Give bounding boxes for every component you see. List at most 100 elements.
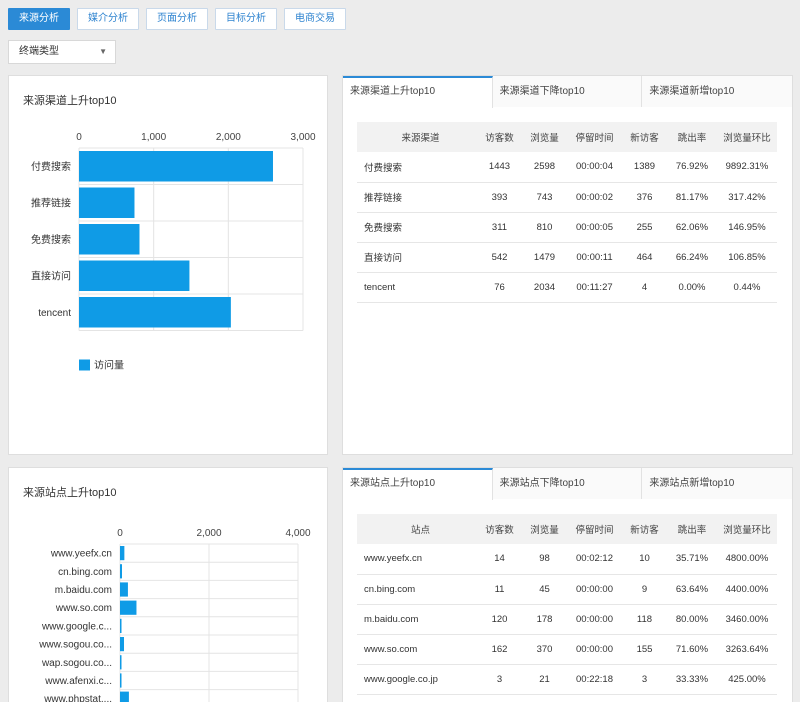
tab-channel-rise[interactable]: 来源渠道上升top10 xyxy=(343,76,493,108)
table-cell: 63.64% xyxy=(667,574,717,605)
channel-chart-panel: 来源渠道上升top10 0 1,000 2,000 3,000 付费搜索 推荐链接 免费搜索… xyxy=(8,75,328,455)
bar[interactable] xyxy=(120,582,128,597)
table-row[interactable]: 直接访问 542 1479 00:00:11 464 66.24% 106.85% xyxy=(357,242,777,273)
column-header[interactable]: 站点 xyxy=(357,514,477,544)
column-header[interactable]: 停留时间 xyxy=(567,122,622,152)
table-cell: 35.71% xyxy=(667,544,717,575)
table-row[interactable]: www.so.com 162 370 00:00:00 155 71.60% 3263.64… xyxy=(357,634,777,665)
tab-site-new[interactable]: 来源站点新增top10 xyxy=(642,468,793,499)
table-cell: 81.17% xyxy=(667,182,717,213)
table-cell: 00:22:18 xyxy=(567,664,622,695)
category-label: www.afenxi.c... xyxy=(44,676,112,687)
tab-source-analysis[interactable]: 来源分析 xyxy=(8,8,70,30)
table-cell: 71.60% xyxy=(667,634,717,665)
table-header-row: 来源渠道 访客数 浏览量 停留时间 新访客 跳出率 浏览量环比 xyxy=(357,122,777,152)
table-row[interactable]: m.baidu.com 120 178 00:00:00 118 80.00% 3460.0… xyxy=(357,604,777,635)
category-label: www.yeefx.cn xyxy=(50,549,112,560)
tab-goal-analysis[interactable]: 目标分析 xyxy=(215,8,277,30)
bar[interactable] xyxy=(120,600,137,615)
table-cell: 00:00:02 xyxy=(567,182,622,213)
bar[interactable] xyxy=(120,564,123,579)
bar[interactable] xyxy=(79,297,231,328)
bar[interactable] xyxy=(120,546,125,561)
table-cell: 393 xyxy=(477,182,522,213)
column-header[interactable]: 来源渠道 xyxy=(357,122,477,152)
x-tick-label: 1,000 xyxy=(141,132,166,143)
table-cell: 2034 xyxy=(522,272,567,303)
site-tabbar: 来源站点上升top10 来源站点下降top10 来源站点新增top10 xyxy=(343,468,793,500)
table-cell: 00:00:11 xyxy=(567,242,622,273)
table-cell: 00:00:00 xyxy=(567,604,622,635)
x-tick-label: 4,000 xyxy=(285,528,310,539)
column-header[interactable]: 跳出率 xyxy=(667,514,717,544)
table-row[interactable]: 免费搜索 311 810 00:00:05 255 62.06% 146.95% xyxy=(357,212,777,243)
site-chart-panel: 来源站点上升top10 0 2,000 4,000 www.yeefx.cn cn.bi… xyxy=(8,467,328,702)
table-cell: 118 xyxy=(622,604,667,635)
column-header[interactable]: 浏览量 xyxy=(522,514,567,544)
category-label: tencent xyxy=(38,308,71,319)
select-value: 终端类型 xyxy=(19,46,59,57)
tab-page-analysis[interactable]: 页面分析 xyxy=(146,8,208,30)
table-row[interactable]: tencent 76 2034 00:11:27 4 0.00% 0.44% xyxy=(357,272,777,303)
table-cell: 66.24% xyxy=(667,242,717,273)
table-cell: 免费搜索 xyxy=(357,212,477,243)
tab-ecommerce[interactable]: 电商交易 xyxy=(284,8,346,30)
tab-site-rise[interactable]: 来源站点上升top10 xyxy=(343,468,493,500)
column-header[interactable]: 浏览量环比 xyxy=(717,514,777,544)
x-tick-label: 2,000 xyxy=(216,132,241,143)
table-cell: 3263.64% xyxy=(717,634,777,665)
table-cell: 542 xyxy=(477,242,522,273)
bar[interactable] xyxy=(79,187,135,219)
bar[interactable] xyxy=(79,260,190,292)
legend-label: 访问量 xyxy=(94,359,124,372)
terminal-type-select[interactable]: 终端类型 ▼ xyxy=(8,40,116,64)
table-header-row: 站点 访客数 浏览量 停留时间 新访客 跳出率 浏览量环比 xyxy=(357,514,777,544)
table-cell: 155 xyxy=(622,634,667,665)
column-header[interactable]: 新访客 xyxy=(622,514,667,544)
bar[interactable] xyxy=(120,637,125,652)
tab-media-analysis[interactable]: 媒介分析 xyxy=(77,8,139,30)
table-cell: 00:02:12 xyxy=(567,544,622,575)
column-header[interactable]: 浏览量环比 xyxy=(717,122,777,152)
table-row[interactable]: 推荐链接 393 743 00:00:02 376 81.17% 317.42% xyxy=(357,182,777,213)
bar[interactable] xyxy=(120,618,122,633)
top-tab-bar: 来源分析 媒介分析 页面分析 目标分析 电商交易 xyxy=(8,8,346,30)
column-header[interactable]: 新访客 xyxy=(622,122,667,152)
table-cell: 2598 xyxy=(522,152,567,183)
tab-channel-new[interactable]: 来源渠道新增top10 xyxy=(642,76,793,107)
table-cell: 425.00% xyxy=(717,664,777,695)
table-cell: 9 xyxy=(622,574,667,605)
table-cell: 80.00% xyxy=(667,604,717,635)
table-cell: tencent xyxy=(357,272,477,303)
channel-table-panel: 来源渠道上升top10 来源渠道下降top10 来源渠道新增top10 来源渠道… xyxy=(342,75,793,455)
table-row[interactable]: cn.bing.com 11 45 00:00:00 9 63.64% 4400.00% xyxy=(357,574,777,605)
category-label: www.sogou.co... xyxy=(38,640,112,651)
tab-channel-fall[interactable]: 来源渠道下降top10 xyxy=(492,76,643,107)
bar[interactable] xyxy=(79,224,140,255)
bar[interactable] xyxy=(120,655,122,670)
column-header[interactable]: 跳出率 xyxy=(667,122,717,152)
bar[interactable] xyxy=(120,673,122,688)
bar[interactable] xyxy=(79,151,273,182)
table-cell: 21 xyxy=(522,664,567,695)
column-header[interactable]: 访客数 xyxy=(477,514,522,544)
table-row[interactable]: 付费搜索 1443 2598 00:00:04 1389 76.92% 9892.31% xyxy=(357,152,777,183)
column-header[interactable]: 停留时间 xyxy=(567,514,622,544)
table-cell: 464 xyxy=(622,242,667,273)
x-tick-label: 0 xyxy=(76,132,82,143)
category-label: www.google.c... xyxy=(41,621,112,632)
tab-site-fall[interactable]: 来源站点下降top10 xyxy=(492,468,643,499)
table-row[interactable]: www.google.co.jp 3 21 00:22:18 3 33.33% 425.00… xyxy=(357,664,777,695)
table-cell: 00:11:27 xyxy=(567,272,622,303)
category-label: m.baidu.com xyxy=(55,585,112,596)
channel-chart-title: 来源渠道上升top10 xyxy=(23,95,117,107)
table-row[interactable]: www.yeefx.cn 14 98 00:02:12 10 35.71% 4800.00% xyxy=(357,544,777,575)
bar[interactable] xyxy=(120,691,129,702)
table-cell: 3 xyxy=(477,664,522,695)
site-table: 站点 访客数 浏览量 停留时间 新访客 跳出率 浏览量环比 www.yeefx.cn 14 98 0… xyxy=(357,514,777,695)
table-cell: 106.85% xyxy=(717,242,777,273)
column-header[interactable]: 浏览量 xyxy=(522,122,567,152)
column-header[interactable]: 访客数 xyxy=(477,122,522,152)
table-cell: 14 xyxy=(477,544,522,575)
table-cell: m.baidu.com xyxy=(357,604,477,635)
